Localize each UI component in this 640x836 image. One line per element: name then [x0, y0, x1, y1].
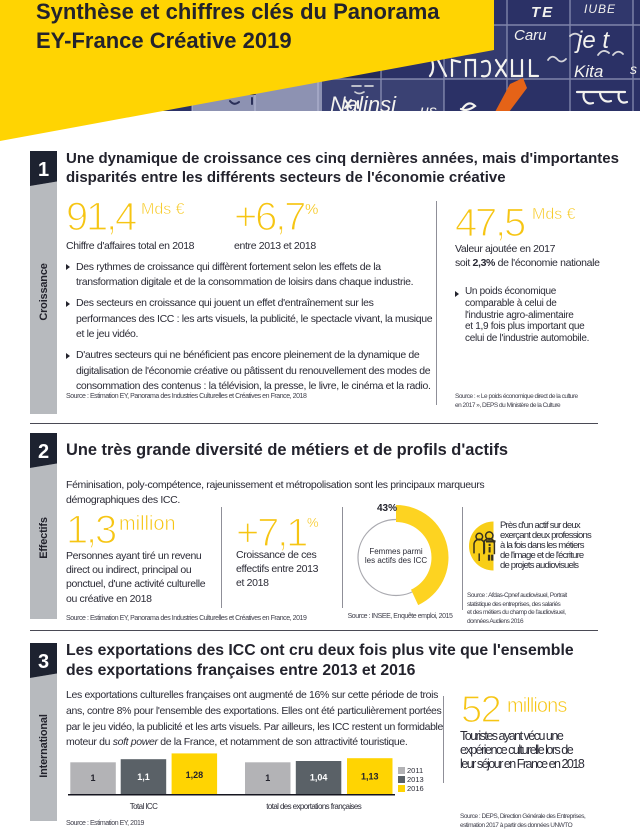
svg-text:1: 1: [38, 159, 49, 181]
svg-text:1: 1: [265, 773, 270, 783]
svg-text:je t: je t: [574, 27, 610, 54]
svg-text:us: us: [420, 103, 437, 120]
svg-text:Total ICC: Total ICC: [130, 802, 158, 811]
svg-text:3: 3: [38, 651, 49, 673]
svg-text:IUBE: IUBE: [584, 2, 616, 16]
svg-text:Caru: Caru: [514, 27, 547, 44]
svg-text:1,28: 1,28: [186, 770, 204, 780]
svg-text:total des exportations françai: total des exportations françaises: [266, 802, 362, 811]
svg-text:Synthèse et chiffres clés du P: Synthèse et chiffres clés du Panorama: [36, 0, 440, 24]
svg-text:1,1: 1,1: [137, 772, 150, 782]
svg-text:2013: 2013: [407, 775, 424, 784]
svg-text:s: s: [630, 61, 637, 77]
svg-text:Kita: Kita: [574, 62, 603, 81]
svg-text:2011: 2011: [407, 766, 423, 775]
svg-text:1: 1: [90, 773, 95, 783]
svg-text:TE: TE: [531, 4, 554, 21]
svg-text:1,13: 1,13: [361, 772, 379, 782]
svg-text:1,04: 1,04: [310, 772, 328, 782]
svg-text:EY-France Créative 2019: EY-France Créative 2019: [36, 28, 292, 53]
svg-text:Nalinsi: Nalinsi: [330, 92, 397, 117]
svg-text:2: 2: [38, 441, 49, 463]
svg-text:2016: 2016: [407, 784, 424, 793]
